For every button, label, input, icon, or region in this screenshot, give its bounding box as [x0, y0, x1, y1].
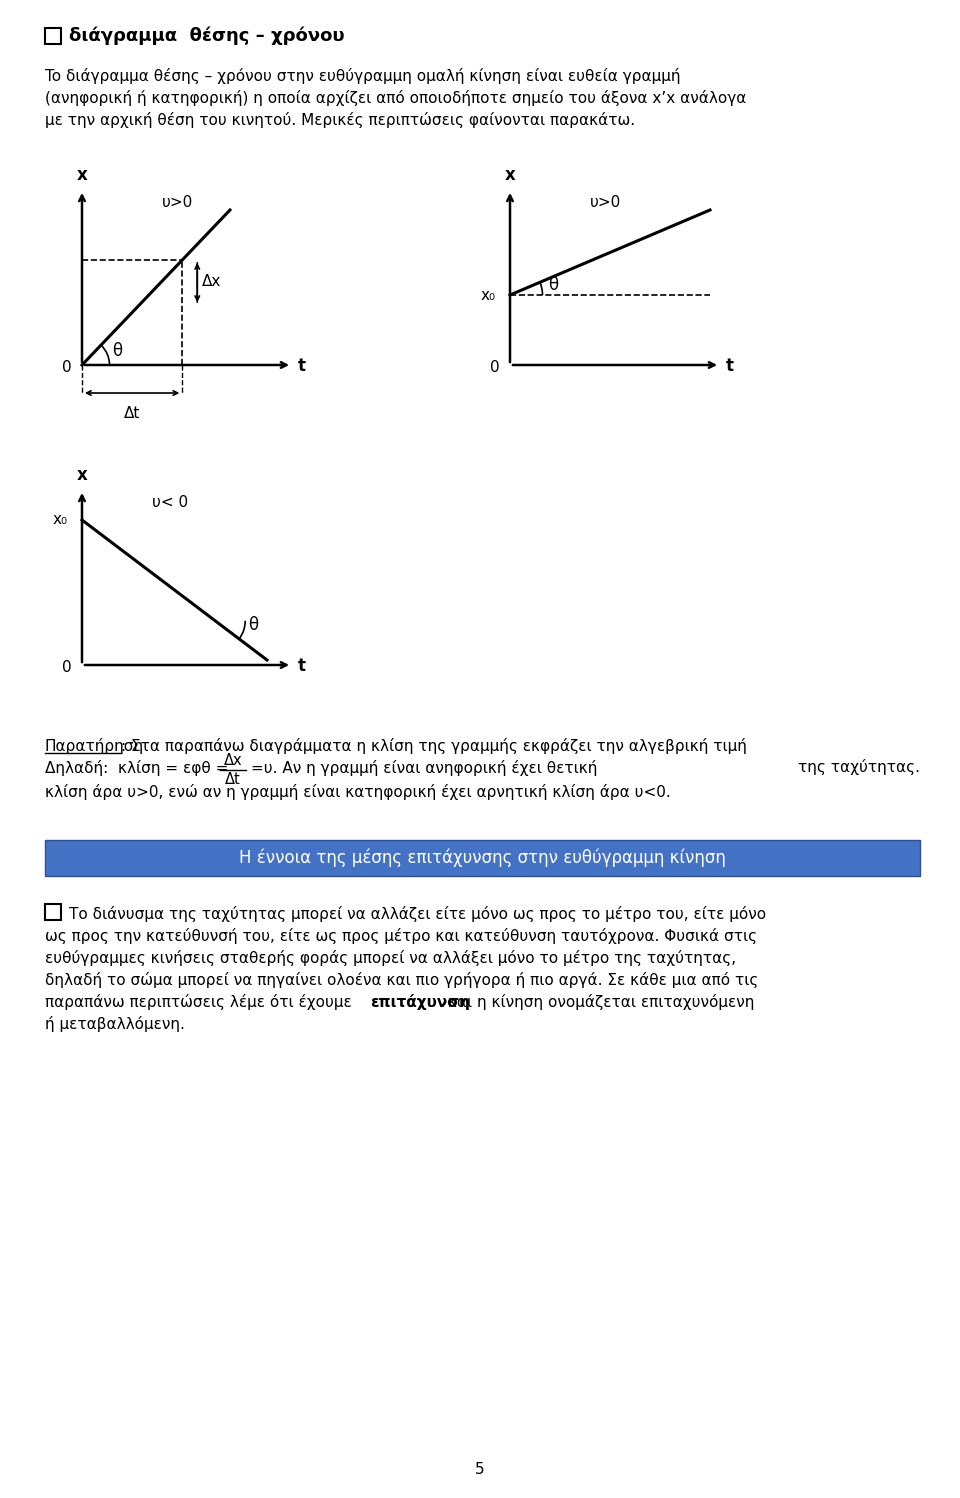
- Text: επιτάχυνση: επιτάχυνση: [370, 995, 470, 1010]
- Text: Το διάνυσμα της ταχύτητας μπορεί να αλλάζει είτε μόνο ως προς το μέτρο του, είτε: Το διάνυσμα της ταχύτητας μπορεί να αλλά…: [69, 906, 766, 921]
- Text: ή μεταβαλλόμενη.: ή μεταβαλλόμενη.: [45, 1016, 185, 1032]
- Text: θ: θ: [249, 616, 258, 634]
- Text: t: t: [726, 357, 734, 374]
- Text: Η έννοια της μέσης επιτάχυνσης στην ευθύγραμμη κίνηση: Η έννοια της μέσης επιτάχυνσης στην ευθύ…: [239, 849, 726, 867]
- Text: x: x: [77, 166, 87, 184]
- Text: κλίση άρα υ>0, ενώ αν η γραμμή είναι κατηφορική έχει αρνητική κλίση άρα υ<0.: κλίση άρα υ>0, ενώ αν η γραμμή είναι κατ…: [45, 783, 671, 800]
- Text: θ: θ: [112, 342, 122, 360]
- Text: της ταχύτητας.: της ταχύτητας.: [798, 759, 920, 774]
- Text: Δx: Δx: [203, 274, 222, 289]
- Text: 0: 0: [62, 360, 72, 374]
- Text: παραπάνω περιπτώσεις λέμε ότι έχουμε: παραπάνω περιπτώσεις λέμε ότι έχουμε: [45, 995, 356, 1010]
- Text: υ< 0: υ< 0: [152, 494, 188, 509]
- Text: Παρατήρηση: Παρατήρηση: [45, 739, 144, 753]
- Text: =υ. Αν η γραμμή είναι ανηφορική έχει θετική: =υ. Αν η γραμμή είναι ανηφορική έχει θετ…: [251, 759, 597, 776]
- Text: ευθύγραμμες κινήσεις σταθερής φοράς μπορεί να αλλάξει μόνο το μέτρο της ταχύτητα: ευθύγραμμες κινήσεις σταθερής φοράς μπορ…: [45, 950, 736, 966]
- Text: To διάγραμμα θέσης – χρόνου στην ευθύγραμμη ομαλή κίνηση είναι ευθεία γραμμή: To διάγραμμα θέσης – χρόνου στην ευθύγρα…: [45, 67, 681, 84]
- Bar: [45, 28, 61, 43]
- Text: x: x: [77, 466, 87, 484]
- Text: ως προς την κατεύθυνσή του, είτε ως προς μέτρο και κατεύθυνση ταυτόχρονα. Φυσικά: ως προς την κατεύθυνσή του, είτε ως προς…: [45, 927, 757, 944]
- Text: x₀: x₀: [53, 512, 68, 527]
- Text: θ: θ: [548, 276, 558, 294]
- Text: Δηλαδή:  κλίση = εφθ =: Δηλαδή: κλίση = εφθ =: [45, 759, 228, 776]
- Text: Δx: Δx: [224, 753, 242, 768]
- Text: t: t: [298, 357, 306, 374]
- Text: 0: 0: [62, 659, 72, 674]
- Text: υ>0: υ>0: [590, 195, 621, 210]
- Text: με την αρχική θέση του κινητού. Μερικές περιπτώσεις φαίνονται παρακάτω.: με την αρχική θέση του κινητού. Μερικές …: [45, 112, 636, 127]
- Text: Δt: Δt: [124, 406, 140, 421]
- Text: x₀: x₀: [481, 288, 496, 303]
- Text: t: t: [298, 658, 306, 676]
- Text: (ανηφορική ή κατηφορική) η οποία αρχίζει από οποιοδήποτε σημείο του άξονα x’x αν: (ανηφορική ή κατηφορική) η οποία αρχίζει…: [45, 90, 746, 106]
- Text: δηλαδή το σώμα μπορεί να πηγαίνει ολοένα και πιο γρήγορα ή πιο αργά. Σε κάθε μια: δηλαδή το σώμα μπορεί να πηγαίνει ολοένα…: [45, 972, 758, 989]
- Text: Δt: Δt: [226, 771, 241, 786]
- Text: : Στα παραπάνω διαγράμματα η κλίση της γραμμής εκφράζει την αλγεβρική τιμή: : Στα παραπάνω διαγράμματα η κλίση της γ…: [121, 739, 747, 753]
- Text: x: x: [505, 166, 516, 184]
- Text: και η κίνηση ονομάζεται επιταχυνόμενη: και η κίνηση ονομάζεται επιταχυνόμενη: [443, 995, 755, 1010]
- Text: 0: 0: [491, 360, 500, 374]
- Text: διάγραμμα  θέσης – χρόνου: διάγραμμα θέσης – χρόνου: [69, 27, 345, 45]
- Text: υ>0: υ>0: [162, 195, 193, 210]
- Text: 5: 5: [475, 1462, 485, 1477]
- Bar: [45, 840, 920, 876]
- Bar: [45, 903, 61, 920]
